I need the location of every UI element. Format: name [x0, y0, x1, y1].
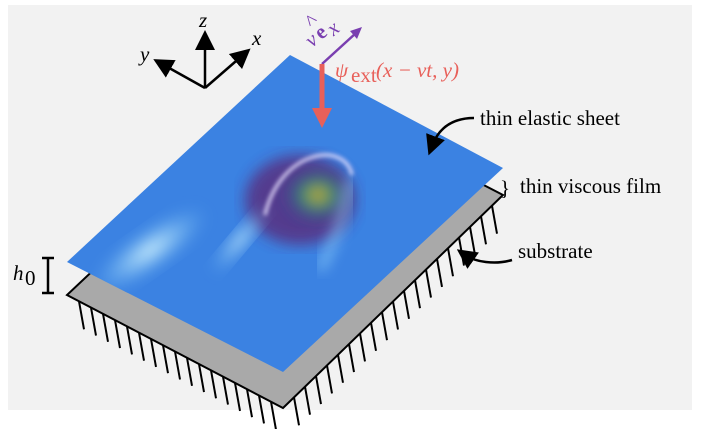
- hatch-line: [162, 345, 169, 374]
- hatch-line: [210, 370, 217, 399]
- axis-label: z: [198, 8, 207, 32]
- hatch-line: [186, 357, 193, 386]
- hatch-line: [370, 322, 377, 351]
- hatch-line: [90, 307, 97, 336]
- hatch-line: [246, 388, 253, 418]
- hatch-line: [392, 301, 399, 330]
- sheet-label: thin elastic sheet: [480, 106, 620, 130]
- hatch-line: [315, 375, 322, 405]
- hatch-line: [359, 333, 366, 362]
- hatch-line: [414, 280, 421, 309]
- hatch-line: [114, 319, 121, 349]
- film-label: thin viscous film: [520, 174, 661, 198]
- hatch-line: [270, 401, 277, 429]
- hatch-line: [425, 269, 432, 298]
- hatch-line: [403, 290, 410, 320]
- height-symbol: h: [13, 261, 24, 285]
- hatch-line: [447, 248, 454, 277]
- force-label: ψ ext (x − vt, y): [335, 58, 459, 87]
- hatch-line: [491, 205, 498, 234]
- force-args: (x − vt, y): [376, 58, 459, 82]
- force-arrowhead: [312, 108, 332, 128]
- film-brace: }: [500, 176, 510, 200]
- sheet-deformation: [91, 153, 355, 295]
- height-bracket: [42, 256, 54, 295]
- hatch-line: [234, 382, 241, 412]
- axis-label: x: [251, 26, 262, 50]
- hatch-line: [126, 326, 133, 355]
- hatch-line: [102, 313, 109, 343]
- hatch-line: [304, 386, 311, 415]
- hatch-line: [258, 395, 265, 424]
- hatch-line: [198, 363, 205, 393]
- velocity-arrowhead: [350, 27, 362, 39]
- substrate-label: substrate: [518, 239, 593, 263]
- force-symbol: ψ: [335, 58, 349, 82]
- height-subscript: 0: [25, 266, 36, 290]
- hatch-line: [381, 311, 388, 341]
- hatch-line: [293, 397, 300, 426]
- substrate-pointer: [456, 249, 513, 269]
- hatch-line: [78, 301, 85, 330]
- hatch-line: [174, 351, 181, 380]
- axis-label: y: [138, 42, 150, 66]
- velocity-arrow: [321, 32, 357, 65]
- hatch-line: [337, 354, 344, 383]
- hatch-line: [348, 343, 355, 373]
- hatch-line: [222, 376, 229, 405]
- hatch-line: [150, 338, 157, 368]
- sheet-pointer: [426, 116, 475, 156]
- axes-triad: [153, 30, 251, 90]
- hatch-line: [326, 365, 333, 394]
- hatch-line: [480, 216, 487, 245]
- hatch-line: [138, 332, 145, 361]
- hatch-line: [436, 258, 443, 288]
- force-subscript: ext: [351, 63, 377, 87]
